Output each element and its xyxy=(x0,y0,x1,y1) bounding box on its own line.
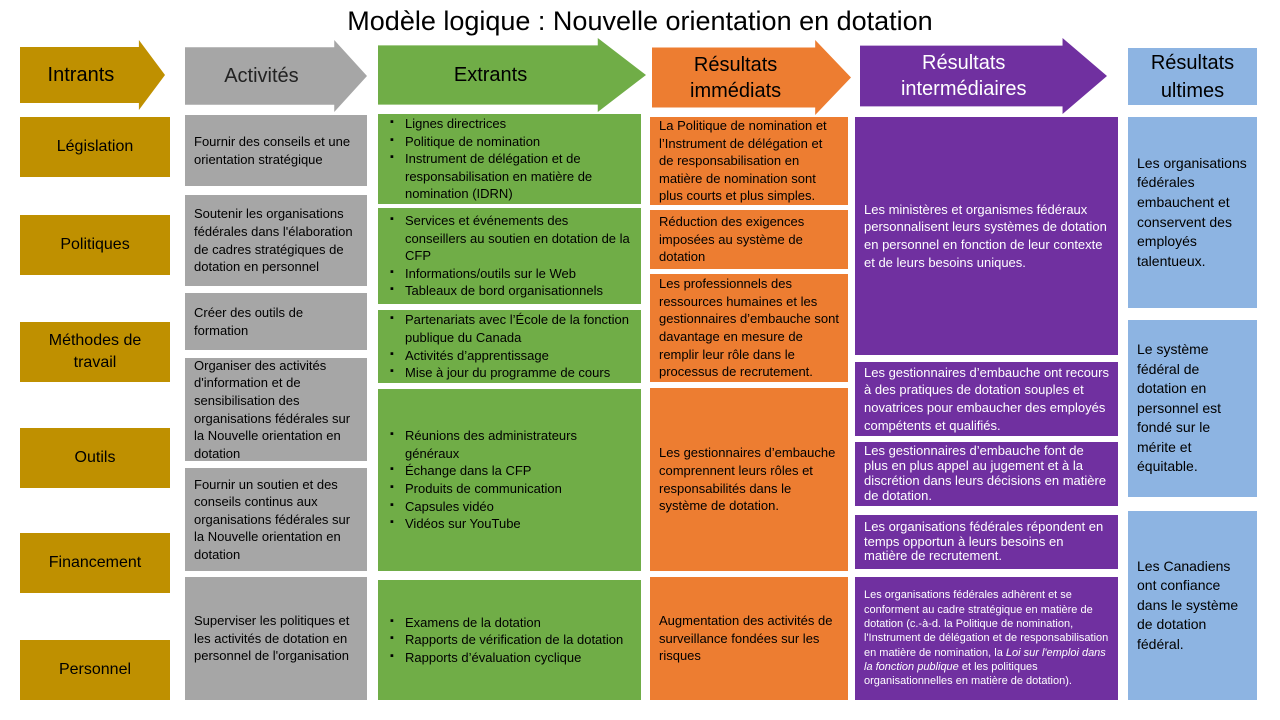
extrant-item: Échange dans la CFP xyxy=(387,462,632,480)
activite-box: Créer des outils de formation xyxy=(185,293,367,350)
resultat-intermediaire-box: Les gestionnaires d’embauche ont recours… xyxy=(855,362,1118,436)
resultat-intermediaire-box: Les organisations fédérales répondent en… xyxy=(855,515,1118,569)
extrant-item: Partenariats avec l’École de la fonction… xyxy=(387,311,632,346)
extrant-item: Instrument de délégation et de responsab… xyxy=(387,150,632,203)
resultat-immediat-box: Les gestionnaires d’embauche comprennent… xyxy=(650,388,848,571)
extrant-item: Tableaux de bord organisationnels xyxy=(387,282,632,300)
extrant-box: Lignes directricesPolitique de nominatio… xyxy=(378,114,641,204)
extrant-item: Examens de la dotation xyxy=(387,614,623,632)
resultat-intermediaire-box: Les ministères et organismes fédéraux pe… xyxy=(855,117,1118,355)
extrant-box: Services et événements des conseillers a… xyxy=(378,208,641,304)
resultat-ultime-box: Le système fédéral de dotation en person… xyxy=(1128,320,1257,497)
extrant-box: Examens de la dotationRapports de vérifi… xyxy=(378,580,641,700)
intrant-box: Législation xyxy=(20,117,170,177)
header-activites: Activités xyxy=(185,40,367,112)
extrant-item: Lignes directrices xyxy=(387,115,632,133)
extrant-box: Partenariats avec l’École de la fonction… xyxy=(378,310,641,383)
extrant-item: Réunions des administrateurs généraux xyxy=(387,427,632,462)
extrant-box: Réunions des administrateurs générauxÉch… xyxy=(378,389,641,571)
resultat-intermediaire-box: Les organisations fédérales adhèrent et … xyxy=(855,577,1118,700)
intrant-box: Politiques xyxy=(20,215,170,275)
header-ultimes: Résultats ultimes xyxy=(1128,48,1257,105)
extrant-item: Vidéos sur YouTube xyxy=(387,515,632,533)
header-extrants: Extrants xyxy=(378,38,646,112)
activite-box: Fournir un soutien et des conseils conti… xyxy=(185,468,367,571)
header-intermediaires: Résultats intermédiaires xyxy=(860,38,1107,114)
intrant-box: Financement xyxy=(20,533,170,593)
extrant-item: Services et événements des conseillers a… xyxy=(387,212,632,265)
extrant-item: Produits de communication xyxy=(387,480,632,498)
resultat-immediat-box: Réduction des exigences imposées au syst… xyxy=(650,210,848,269)
extrant-item: Mise à jour du programme de cours xyxy=(387,364,632,382)
activite-box: Fournir des conseils et une orientation … xyxy=(185,115,367,186)
intrant-box: Méthodes de travail xyxy=(20,322,170,382)
activite-box: Soutenir les organisations fédérales dan… xyxy=(185,195,367,286)
extrant-item: Rapports d’évaluation cyclique xyxy=(387,649,623,667)
extrant-item: Politique de nomination xyxy=(387,133,632,151)
extrant-item: Activités d’apprentissage xyxy=(387,347,632,365)
extrant-item: Rapports de vérification de la dotation xyxy=(387,631,623,649)
extrant-item: Informations/outils sur le Web xyxy=(387,265,632,283)
resultat-immediat-box: Augmentation des activités de surveillan… xyxy=(650,577,848,700)
intrant-box: Personnel xyxy=(20,640,170,700)
page-title: Modèle logique : Nouvelle orientation en… xyxy=(347,6,933,36)
extrant-item: Capsules vidéo xyxy=(387,498,632,516)
header-intrants: Intrants xyxy=(20,40,165,110)
resultat-immediat-box: La Politique de nomination et l’Instrume… xyxy=(650,117,848,205)
intrant-box: Outils xyxy=(20,428,170,488)
resultat-ultime-box: Les organisations fédérales embauchent e… xyxy=(1128,117,1257,308)
activite-box: Superviser les politiques et les activit… xyxy=(185,577,367,700)
resultat-intermediaire-box: Les gestionnaires d’embauche font de plu… xyxy=(855,442,1118,506)
header-immediats: Résultats immédiats xyxy=(652,40,851,115)
resultat-ultime-box: Les Canadiens ont confiance dans le syst… xyxy=(1128,511,1257,700)
activite-box: Organiser des activités d'information et… xyxy=(185,358,367,461)
resultat-immediat-box: Les professionnels des ressources humain… xyxy=(650,274,848,382)
